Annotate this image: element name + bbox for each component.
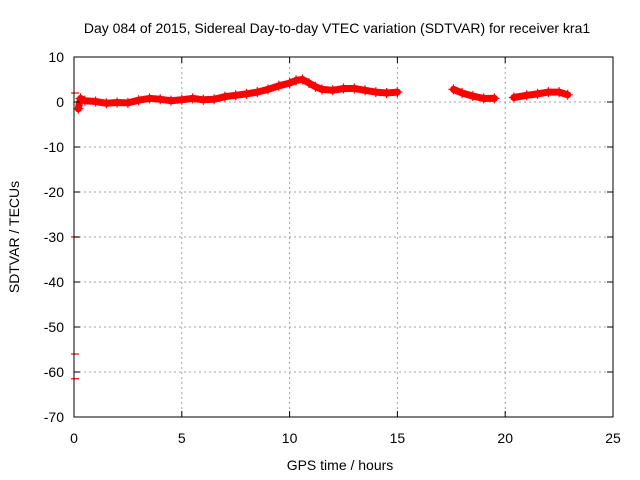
data-point — [508, 92, 519, 103]
data-point — [273, 80, 284, 91]
data-point — [112, 97, 123, 108]
y-tick-label: -60 — [44, 364, 64, 380]
data-point — [349, 83, 360, 94]
data-point — [370, 87, 381, 98]
data-point — [155, 94, 166, 105]
y-tick-label: -30 — [44, 229, 64, 245]
data-point — [316, 84, 327, 95]
data-point — [75, 93, 86, 104]
data-point — [338, 83, 349, 94]
data-point — [457, 88, 468, 98]
data-point — [521, 90, 532, 101]
data-point — [291, 75, 302, 86]
data-point — [187, 93, 198, 104]
data-series — [71, 74, 573, 380]
y-axis-label: SDTVAR / TECUs — [6, 181, 22, 293]
x-tick-label: 25 — [605, 430, 621, 446]
data-point — [489, 93, 500, 104]
data-point — [381, 88, 392, 98]
y-tick-label: -10 — [44, 139, 64, 155]
axis-ticks: 0 5 10 15 20 25 10 0 -10 -20 -30 -40 -50 -60 -70 — [44, 49, 621, 446]
x-tick-label: 10 — [282, 430, 298, 446]
data-point — [554, 87, 565, 98]
y-tick-label: -50 — [44, 319, 64, 335]
data-point — [101, 98, 112, 109]
data-point — [310, 81, 321, 92]
chart-title: Day 084 of 2015, Sidereal Day-to-day VTE… — [84, 20, 590, 36]
data-point — [297, 74, 308, 85]
x-tick-label: 0 — [70, 430, 78, 446]
data-point — [543, 87, 554, 98]
data-point — [90, 96, 101, 107]
series-band — [74, 76, 401, 113]
data-point — [166, 95, 177, 106]
data-point — [144, 93, 155, 104]
y-tick-label: 0 — [56, 94, 64, 110]
data-point — [241, 88, 252, 99]
data-point — [562, 89, 573, 100]
y-tick-label: -40 — [44, 274, 64, 290]
data-point — [360, 85, 371, 96]
data-point — [478, 93, 489, 104]
data-point — [176, 94, 187, 105]
data-point — [467, 91, 478, 102]
data-point — [327, 85, 338, 96]
data-point — [219, 91, 230, 102]
data-point — [263, 84, 274, 95]
data-point — [133, 95, 144, 106]
data-point — [209, 94, 220, 105]
data-point — [73, 103, 84, 114]
x-tick-label: 15 — [390, 430, 406, 446]
data-point — [284, 78, 295, 89]
x-tick-label: 20 — [497, 430, 513, 446]
y-tick-label: -70 — [44, 409, 64, 425]
y-tick-label: 10 — [48, 49, 64, 65]
data-point — [122, 97, 133, 108]
data-point — [198, 94, 209, 105]
data-point — [79, 95, 90, 106]
data-point — [252, 87, 263, 98]
data-point — [532, 88, 543, 99]
data-point — [392, 87, 403, 98]
x-axis-label: GPS time / hours — [287, 457, 394, 473]
y-tick-label: -20 — [44, 184, 64, 200]
series-band — [450, 85, 498, 102]
data-point — [304, 78, 315, 89]
data-point — [448, 84, 459, 95]
x-tick-label: 5 — [178, 430, 186, 446]
data-point — [230, 90, 241, 101]
grid — [74, 57, 613, 417]
